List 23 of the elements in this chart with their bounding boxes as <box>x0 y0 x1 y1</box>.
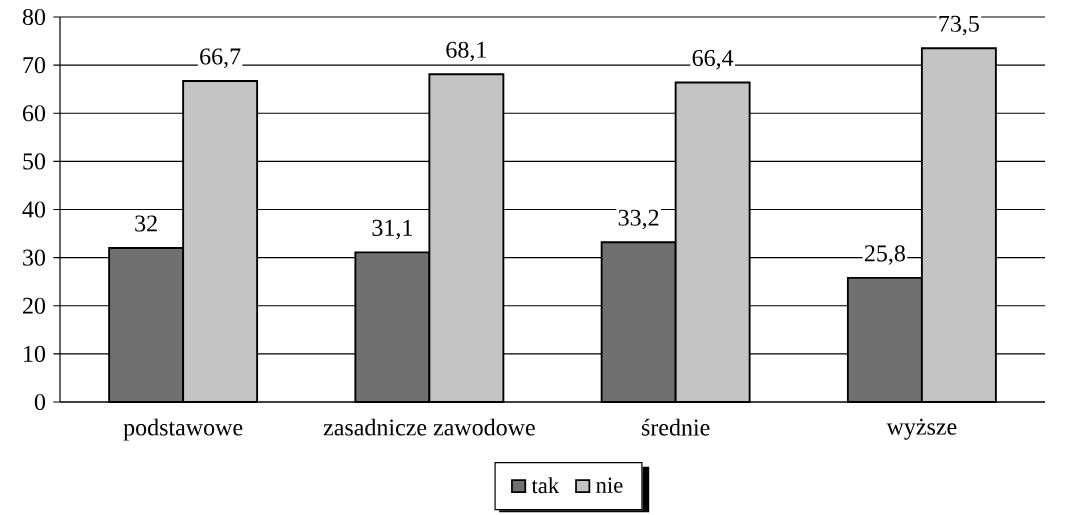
y-tick-label: 30 <box>23 249 46 266</box>
y-tick-label: 60 <box>22 105 46 122</box>
legend-label: nie <box>596 477 623 493</box>
y-tick-label: 80 <box>22 8 46 26</box>
data-label: 66,7 <box>200 48 241 69</box>
data-label: 32 <box>135 215 157 232</box>
data-label: 68,1 <box>446 41 486 62</box>
data-label: 25,8 <box>864 245 905 265</box>
y-tick-label: 10 <box>24 345 46 362</box>
y-tick-label: 40 <box>22 201 46 218</box>
data-label: 66,4 <box>692 49 734 70</box>
x-tick-label: zasadnicze zawodowe <box>323 418 535 436</box>
legend-label: tak <box>531 477 560 494</box>
data-label: 73,5 <box>939 15 979 36</box>
x-tick-label: średnie <box>641 418 710 436</box>
x-tick-label: wyższe <box>886 418 957 440</box>
y-tick-label: 0 <box>34 393 46 411</box>
y-tick-label: 70 <box>23 57 46 74</box>
y-tick-label: 20 <box>23 297 46 314</box>
y-tick-label: 50 <box>23 153 46 170</box>
data-label: 33,2 <box>618 209 659 230</box>
data-label: 31,1 <box>372 219 412 240</box>
x-tick-label: podstawowe <box>123 418 243 441</box>
